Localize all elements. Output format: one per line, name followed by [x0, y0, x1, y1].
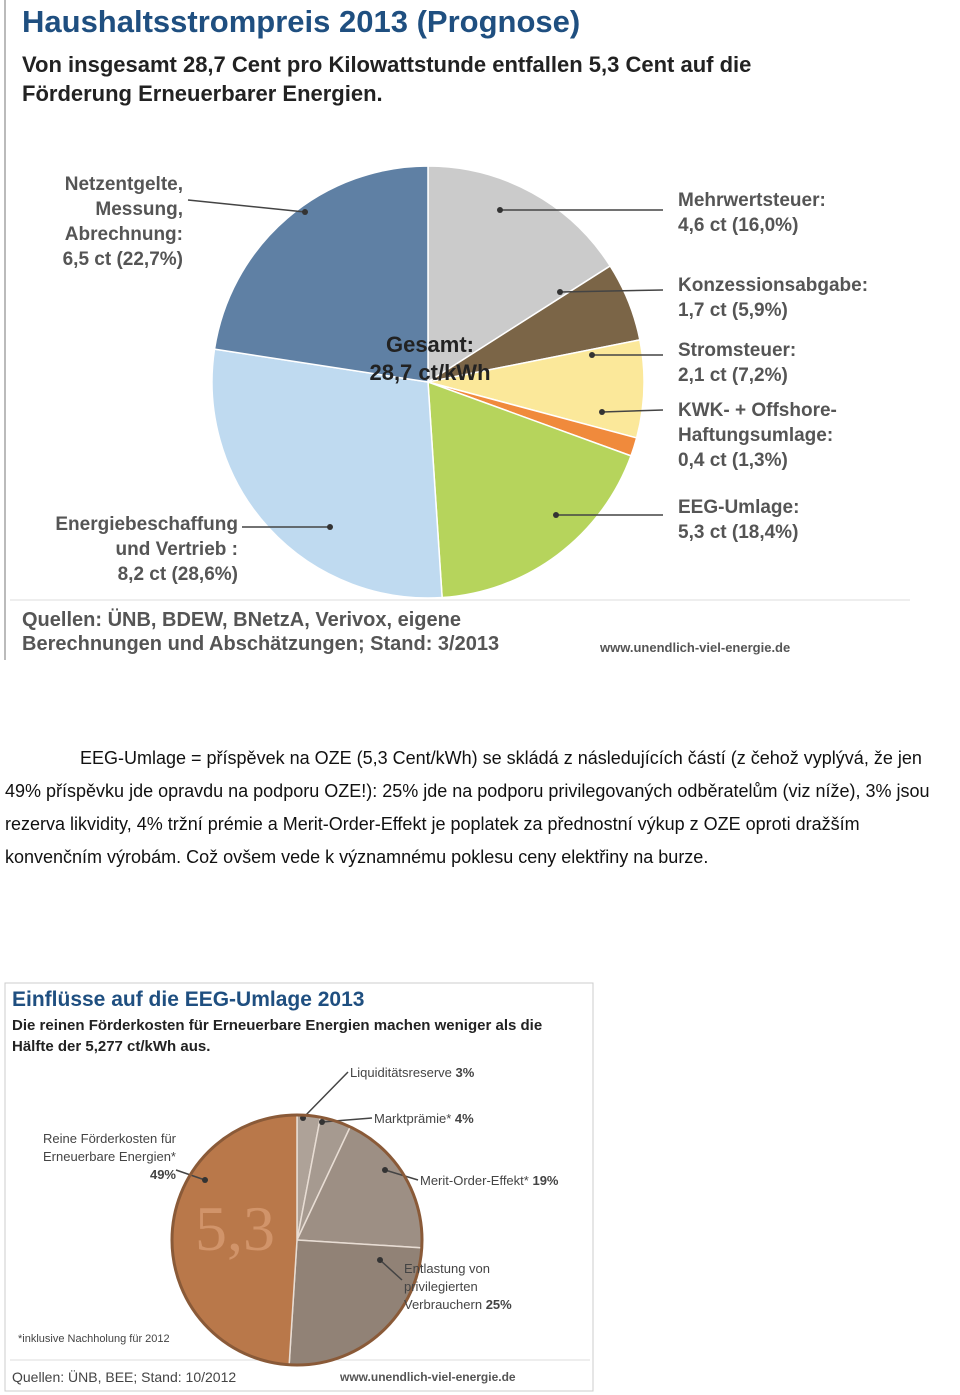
center-label: 28,7 ct/kWh [369, 360, 490, 385]
value-label: 25% [485, 1297, 512, 1312]
pie-slice [288, 1239, 423, 1366]
category-label: Mehrwertsteuer: [678, 190, 826, 211]
leader-dot [497, 207, 503, 213]
paragraph: EEG-Umlage = příspěvek na OZE (5,3 Cent/… [5, 748, 930, 867]
leader-dot [302, 209, 308, 215]
value-label: 0,4 ct (1,3%) [678, 450, 788, 471]
leader-dot [377, 1257, 383, 1263]
leader-dot [553, 512, 559, 518]
value-label: 6,5 ct (22,7%) [62, 249, 183, 270]
slice-label: Energiebeschaffung und Vertrieb : 8,2 ct… [20, 512, 238, 587]
value-label: 5,3 ct (18,4%) [678, 522, 799, 543]
slice-label: Marktprämie* 4% [374, 1110, 514, 1128]
footnote: *inklusive Nachholung für 2012 [18, 1333, 170, 1345]
coin-value: 5,3 [195, 1193, 275, 1264]
slice-label: Reine Förderkosten für Erneuerbare Energ… [18, 1130, 176, 1184]
chart-title: Haushaltsstrompreis 2013 (Prognose) [22, 4, 581, 39]
leader-line [302, 1071, 349, 1119]
category-label: Reine Förderkosten für Erneuerbare Energ… [43, 1131, 176, 1164]
source: Quellen: ÜNB, BDEW, BNetzA, Verivox, eig… [22, 609, 500, 655]
leader-line [384, 1169, 419, 1181]
chart-subtitle: Die reinen Förderkosten für Erneuerbare … [12, 1017, 543, 1055]
leader-dot [319, 1119, 325, 1125]
category-label: Stromsteuer: [678, 340, 797, 361]
leader-dot [327, 524, 333, 530]
value-label: 4,6 ct (16,0%) [678, 215, 799, 236]
leader-line [559, 289, 664, 293]
category-label: Entlastung von privilegierten Verbrauche… [404, 1261, 491, 1312]
leader-dot [382, 1167, 388, 1173]
figure-border [4, 982, 594, 1392]
leader-line [601, 409, 664, 413]
value-label: 8,2 ct (28,6%) [117, 564, 238, 585]
leader-dot [557, 289, 563, 295]
leader-dot [589, 352, 595, 358]
category-label: KWK- + Offshore-Haftungsumlage: [678, 400, 837, 446]
leader-line [321, 1117, 373, 1123]
leader-dot [599, 409, 605, 415]
category-label: Netzentgelte, Messung, Abrechnung: [64, 174, 183, 245]
chart-title: Einflüsse auf die EEG-Umlage 2013 [12, 988, 365, 1011]
value-label: 49% [149, 1167, 176, 1182]
source: Quellen: ÜNB, BEE; Stand: 10/2012 [12, 1369, 237, 1385]
slice-label: Stromsteuer: 2,1 ct (7,2%) [678, 338, 908, 388]
coin-rim [170, 1113, 424, 1367]
slice-label: Mehrwertsteuer: 4,6 ct (16,0%) [678, 188, 908, 238]
website: www.unendlich-viel-energie.de [600, 640, 791, 655]
category-label: Merit-Order-Effekt* [420, 1173, 529, 1188]
chart-subtitle: Von insgesamt 28,7 Cent pro Kilowattstun… [22, 52, 752, 106]
website: www.unendlich-viel-energie.de [340, 1370, 516, 1384]
slice-label: KWK- + Offshore-Haftungsumlage: 0,4 ct (… [678, 398, 878, 473]
value-label: 4% [454, 1111, 474, 1126]
category-label: Marktprämie* [374, 1111, 452, 1126]
slice-label: Entlastung von privilegierten Verbrauche… [404, 1260, 524, 1314]
pie-slice [427, 380, 632, 599]
slice-label: Liquiditätsreserve 3% [350, 1064, 510, 1082]
category-label: Energiebeschaffung und Vertrieb : [55, 514, 238, 560]
slice-label: Netzentgelte, Messung, Abrechnung: 6,5 c… [28, 172, 183, 272]
value-label: 1,7 ct (5,9%) [678, 300, 788, 321]
pie-slice [427, 165, 612, 384]
leader-dot [202, 1177, 208, 1183]
value-label: 3% [455, 1065, 475, 1080]
center-label: Gesamt: [386, 332, 474, 357]
pie-slice [427, 338, 645, 439]
pie-slice [211, 348, 443, 599]
slice-label: Konzessionsabgabe: 1,7 ct (5,9%) [678, 273, 908, 323]
value-label: 19% [532, 1173, 559, 1188]
category-label: EEG-Umlage: [678, 497, 800, 518]
pie-slice [213, 165, 429, 383]
slice-label: EEG-Umlage: 5,3 ct (18,4%) [678, 495, 908, 545]
leader-line [379, 1259, 403, 1281]
leader-line [187, 199, 306, 213]
slice-label: Merit-Order-Effekt* 19% [420, 1172, 580, 1190]
category-label: Konzessionsabgabe: [678, 275, 869, 296]
category-label: Liquiditätsreserve [350, 1065, 452, 1080]
value-label: 2,1 ct (7,2%) [678, 365, 788, 386]
